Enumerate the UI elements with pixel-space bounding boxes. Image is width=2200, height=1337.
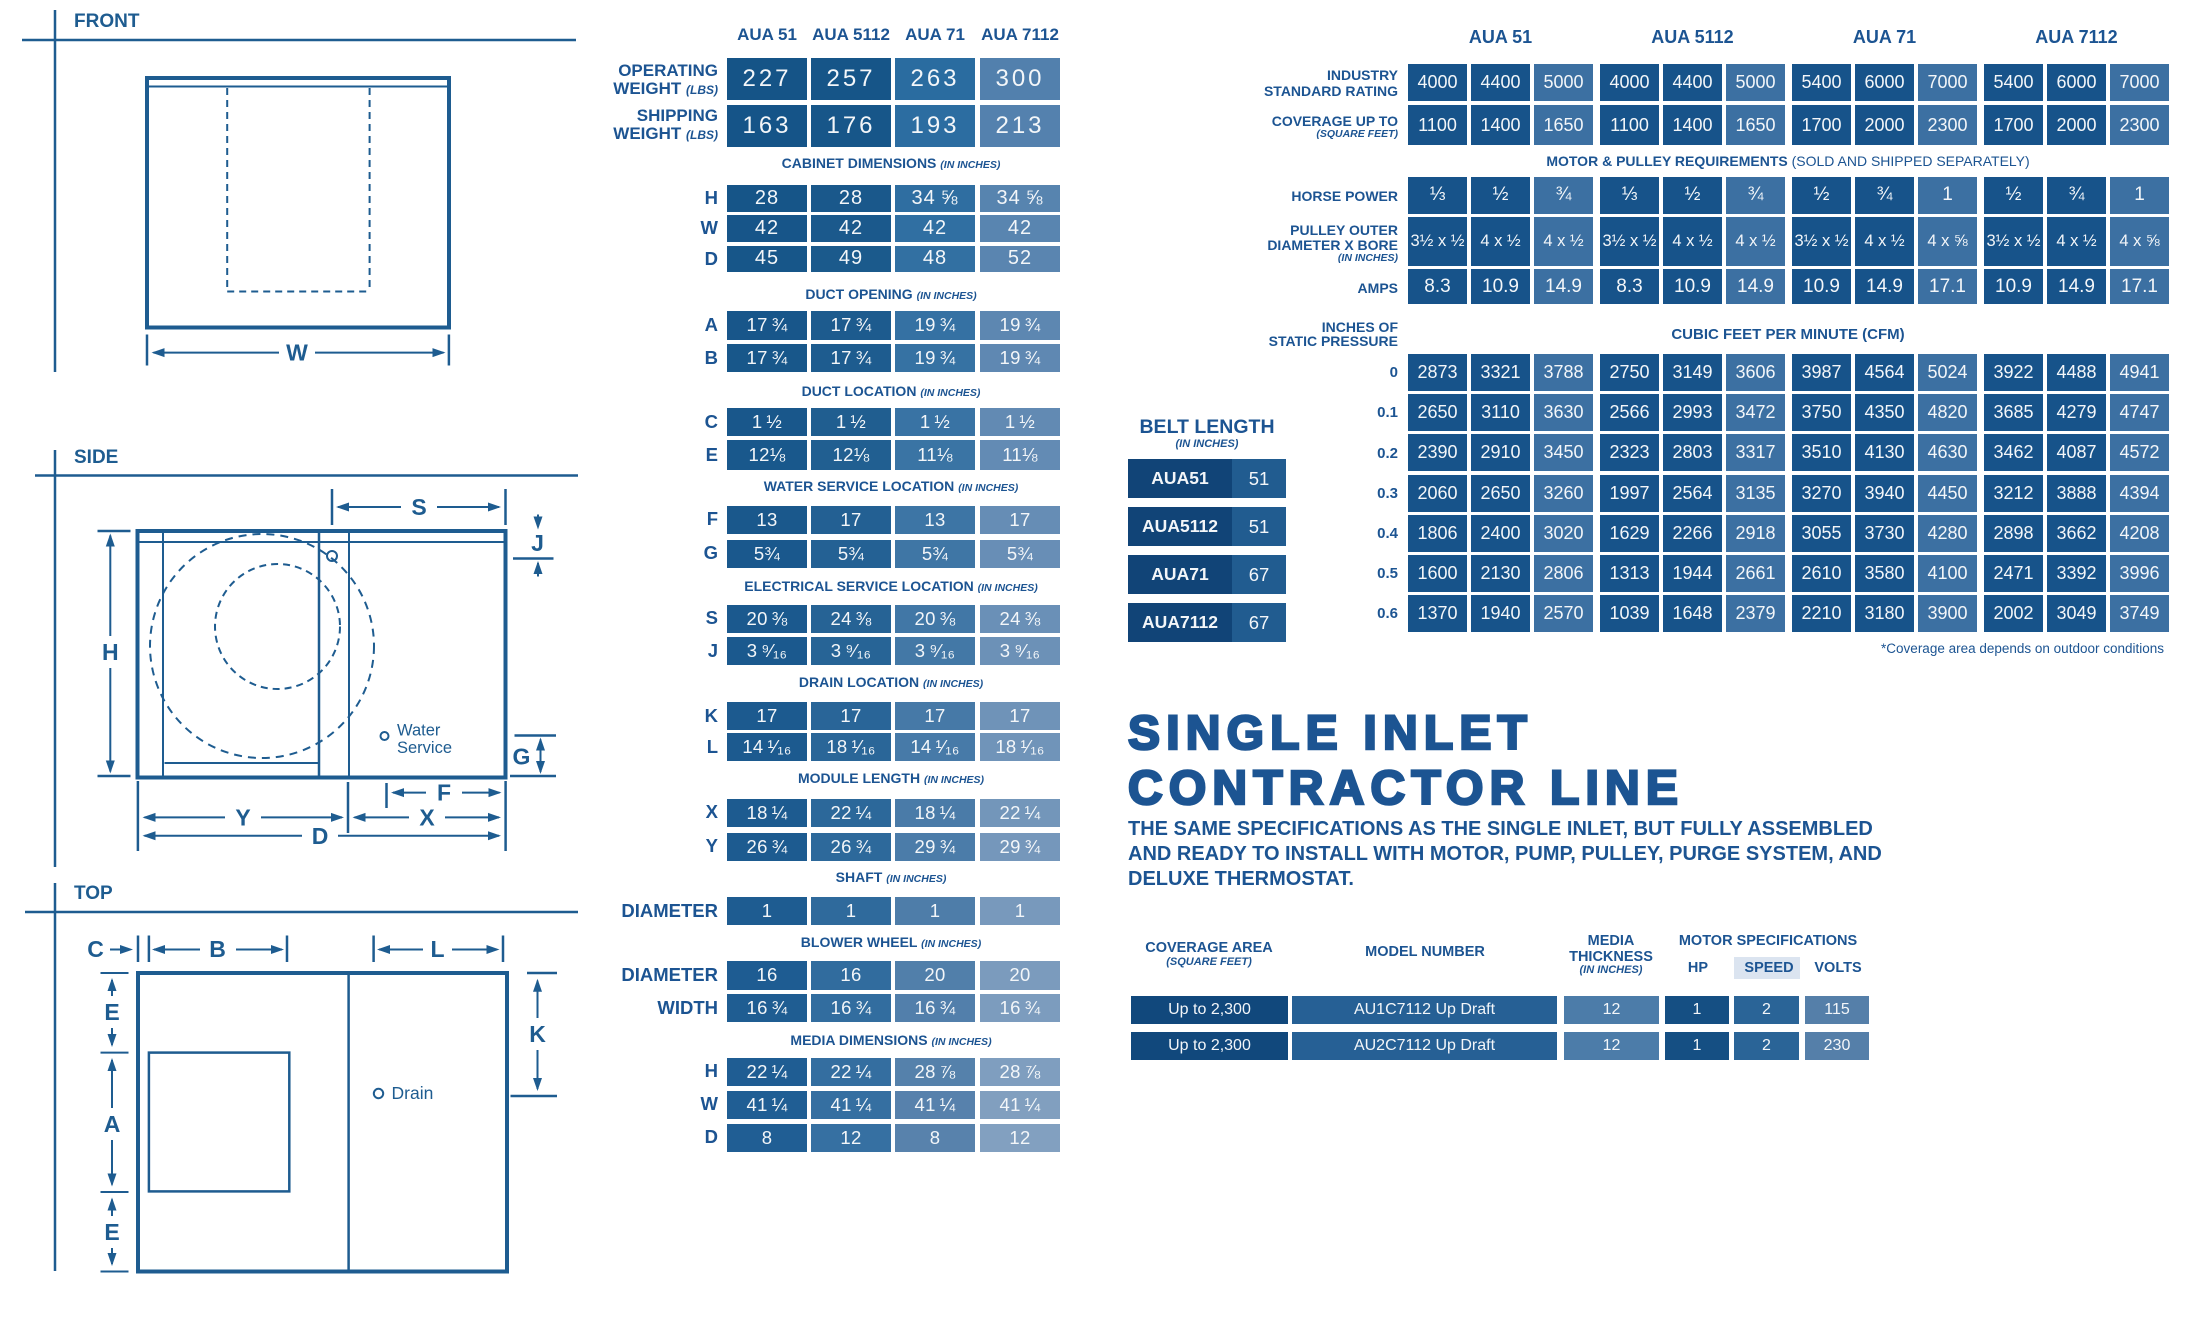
- svg-text:Drain: Drain: [392, 1083, 434, 1103]
- svg-text:B: B: [209, 936, 226, 962]
- svg-text:C: C: [87, 936, 104, 962]
- svg-text:W: W: [286, 340, 308, 366]
- svg-text:Y: Y: [235, 804, 250, 830]
- svg-text:J: J: [531, 530, 544, 556]
- svg-text:G: G: [513, 744, 531, 770]
- svg-text:FRONT: FRONT: [74, 11, 140, 32]
- svg-text:D: D: [312, 823, 329, 849]
- svg-text:H: H: [102, 639, 119, 665]
- svg-text:L: L: [430, 936, 444, 962]
- svg-text:E: E: [104, 999, 119, 1025]
- svg-text:Service: Service: [397, 739, 452, 757]
- svg-text:Water: Water: [397, 722, 441, 740]
- svg-text:S: S: [411, 494, 426, 520]
- svg-text:A: A: [104, 1111, 121, 1137]
- svg-text:E: E: [104, 1219, 119, 1245]
- svg-text:SIDE: SIDE: [74, 447, 118, 468]
- svg-text:TOP: TOP: [74, 883, 113, 904]
- svg-text:X: X: [419, 804, 435, 830]
- svg-text:K: K: [529, 1021, 546, 1047]
- svg-text:F: F: [437, 780, 451, 806]
